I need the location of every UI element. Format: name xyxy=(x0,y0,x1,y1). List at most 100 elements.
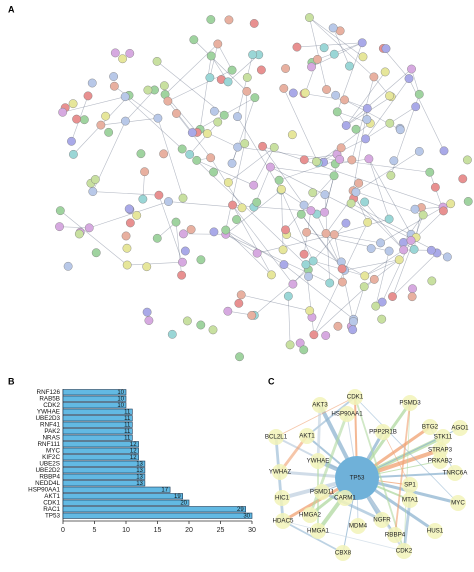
node xyxy=(172,218,180,226)
node xyxy=(370,275,378,283)
node xyxy=(440,147,448,155)
node xyxy=(385,247,393,255)
node xyxy=(224,178,232,186)
node xyxy=(381,68,389,76)
node xyxy=(232,215,240,223)
node xyxy=(349,317,357,325)
node xyxy=(326,279,334,287)
edge xyxy=(176,222,182,275)
node xyxy=(307,206,315,214)
node xyxy=(181,247,189,255)
node xyxy=(179,194,187,202)
node xyxy=(225,16,233,24)
node-label: STK11 xyxy=(434,434,453,441)
edge xyxy=(287,235,365,276)
node xyxy=(331,91,339,99)
node xyxy=(342,121,350,129)
edge xyxy=(226,234,257,253)
node xyxy=(415,90,423,98)
node-label: PRKAB2 xyxy=(428,458,453,465)
bar xyxy=(63,409,132,414)
node xyxy=(118,55,126,63)
node xyxy=(253,249,261,257)
panel-a xyxy=(55,13,472,361)
node xyxy=(408,285,416,293)
node xyxy=(361,135,369,143)
value-label: 13 xyxy=(136,468,143,474)
node xyxy=(307,63,315,71)
node xyxy=(248,50,256,58)
edge xyxy=(168,70,232,101)
bar xyxy=(63,461,145,466)
node xyxy=(313,55,321,63)
node xyxy=(104,128,112,136)
panel-label: B xyxy=(8,376,15,386)
node xyxy=(145,316,153,324)
node xyxy=(387,171,395,179)
x-tick-label: 20 xyxy=(185,527,193,534)
node xyxy=(153,234,161,242)
node-label: YWHAZ xyxy=(269,469,292,476)
node xyxy=(330,230,338,238)
bar xyxy=(63,448,139,453)
node xyxy=(159,150,167,158)
node xyxy=(207,52,215,60)
node xyxy=(55,222,63,230)
node xyxy=(64,262,72,270)
node xyxy=(337,144,345,152)
node xyxy=(258,142,266,150)
bar xyxy=(63,455,139,460)
node xyxy=(110,82,118,90)
node xyxy=(250,19,258,27)
node xyxy=(241,139,249,147)
node xyxy=(214,118,222,126)
node xyxy=(237,291,245,299)
node xyxy=(300,201,308,209)
node xyxy=(222,226,230,234)
edge xyxy=(237,55,252,117)
node xyxy=(140,168,148,176)
node xyxy=(411,103,419,111)
value-label: 29 xyxy=(237,507,244,513)
node xyxy=(187,225,195,233)
node-label: TNRC6A xyxy=(443,470,469,477)
edge xyxy=(288,296,290,345)
node xyxy=(345,62,353,70)
node xyxy=(126,219,134,227)
node xyxy=(390,157,398,165)
value-label: 13 xyxy=(136,461,143,467)
node-label: BCL2L1 xyxy=(265,434,288,441)
value-label: 11 xyxy=(124,416,131,422)
edge xyxy=(365,260,399,276)
bar xyxy=(63,487,170,492)
node xyxy=(284,292,292,300)
node xyxy=(197,321,205,329)
edge xyxy=(284,88,318,162)
node xyxy=(305,13,313,21)
node xyxy=(121,93,129,101)
node xyxy=(139,195,147,203)
node-label: CARM1 xyxy=(334,495,356,502)
node xyxy=(352,188,360,196)
node-label: HMGA1 xyxy=(307,528,330,535)
node xyxy=(446,200,454,208)
node xyxy=(178,145,186,153)
value-label: 11 xyxy=(124,429,131,435)
node-label: MYC xyxy=(451,500,465,507)
node-label: PSMD11 xyxy=(310,489,335,496)
node xyxy=(228,159,236,167)
node xyxy=(75,230,83,238)
edge xyxy=(257,235,334,254)
node xyxy=(277,185,285,193)
node xyxy=(164,97,172,105)
node xyxy=(463,156,471,164)
edge xyxy=(351,203,416,237)
node xyxy=(275,176,283,184)
node-label: CBX8 xyxy=(335,550,352,557)
edge xyxy=(281,189,283,249)
node xyxy=(333,108,341,116)
bar xyxy=(63,494,183,499)
node xyxy=(322,229,330,237)
node-label: SP1 xyxy=(404,482,416,489)
node xyxy=(309,188,317,196)
